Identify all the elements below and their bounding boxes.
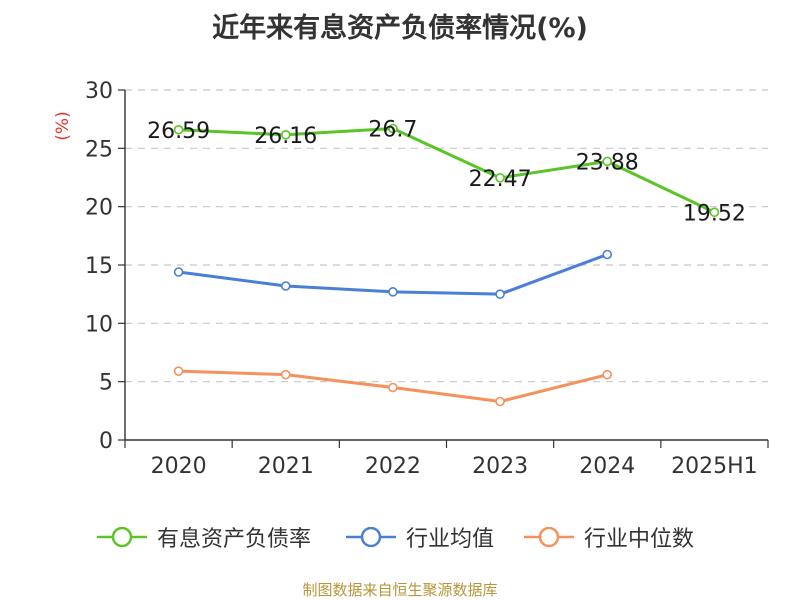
data-point-industry_median [280,369,291,380]
data-label: 19.52 [683,201,746,226]
x-tick-label: 2021 [258,454,314,479]
data-point-industry_median [388,382,398,393]
data-label: 26.7 [368,118,417,143]
data-point-industry_avg [280,281,291,291]
legend-marker-industry-median [524,527,574,547]
y-tick-label: 30 [85,79,113,104]
data-point-company [602,156,613,167]
data-label: 22.47 [469,167,532,192]
data-point-company [495,173,505,183]
legend-marker-company [97,527,147,547]
legend-label-company: 有息资产负债率 [157,527,312,552]
data-label: 26.59 [147,119,210,144]
axes: 0 5 10 15 20 25 30 2020 2021 2022 2023 2024 2025H1 (%… [53,79,769,479]
y-tick-label: 20 [85,196,113,221]
legend-label-industry-avg: 行业均值 [406,527,495,552]
data-point-industry_median [602,369,613,380]
chart-title: 近年来有息资产负债率情况(%) [212,13,588,44]
y-tick-label: 0 [99,429,113,454]
data-point-company [388,123,398,134]
legend-item-company[interactable]: 有息资产负债率 [97,517,311,557]
data-point-industry_median [173,366,184,376]
data-label: 23.88 [576,150,639,175]
y-tick-label: 15 [85,254,113,279]
data-point-industry_median [495,396,505,407]
data-labels: 26.59 26.16 26.7 22.47 23.88 19.52 [147,118,746,227]
series-line-company [178,127,716,214]
data-point-company [173,124,184,135]
x-tick-label: 2022 [365,454,421,479]
y-tick-label: 10 [85,312,113,337]
y-axis-label: (%) [53,111,73,140]
y-tick-label: 25 [85,137,113,162]
legend: 有息资产负债率 行业均值 行业中位数 [0,517,800,557]
x-tick-label: 2020 [151,454,207,479]
data-point-company [709,207,720,218]
data-point-industry_avg [495,289,505,299]
data-point-industry_avg [388,287,398,297]
x-tick-label: 2024 [579,454,635,479]
source-note: 制图数据来自恒生聚源数据库 [302,581,498,599]
legend-marker-industry-avg [346,527,396,547]
x-tick-label: 2025H1 [671,454,758,479]
data-point-industry_avg [173,267,184,277]
legend-item-industry-median[interactable]: 行业中位数 [524,517,694,557]
grid-lines [125,89,768,383]
legend-item-industry-avg[interactable]: 行业均值 [346,517,494,557]
legend-label-industry-median: 行业中位数 [584,527,695,552]
data-label: 26.16 [254,124,317,149]
data-point-industry_avg [602,249,613,260]
x-tick-label: 2023 [472,454,528,479]
series-lines [173,123,720,407]
data-point-company [280,130,291,140]
y-tick-label: 5 [99,371,113,396]
